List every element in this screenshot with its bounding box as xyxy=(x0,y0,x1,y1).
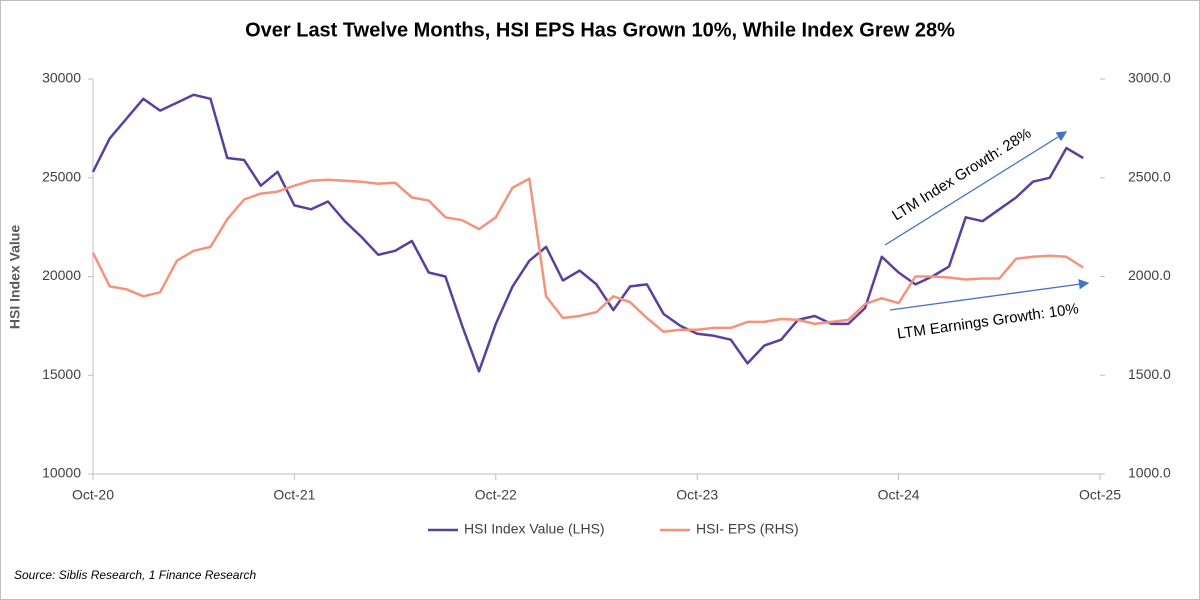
y2-tick-label: 1000.0 xyxy=(1128,465,1171,481)
series-line xyxy=(91,177,1084,334)
legend-label: HSI Index Value (LHS) xyxy=(464,521,605,537)
series-line xyxy=(91,93,1084,373)
source-note: Source: Siblis Research, 1 Finance Resea… xyxy=(14,568,256,582)
x-tick-label: Oct-25 xyxy=(1079,487,1121,503)
y-tick-label: 10000 xyxy=(42,465,81,481)
x-tick-label: Oct-20 xyxy=(72,487,114,503)
y-tick-label: 15000 xyxy=(42,366,81,382)
y-tick-label: 30000 xyxy=(42,70,81,86)
legend-label: HSI- EPS (RHS) xyxy=(696,521,799,537)
y2-tick-label: 2000.0 xyxy=(1128,267,1171,283)
x-tick-label: Oct-23 xyxy=(676,487,718,503)
chart-title: Over Last Twelve Months, HSI EPS Has Gro… xyxy=(245,19,955,41)
x-tick-label: Oct-24 xyxy=(878,487,920,503)
y2-tick-label: 2500.0 xyxy=(1128,168,1171,184)
x-tick-label: Oct-22 xyxy=(475,487,517,503)
y-tick-label: 25000 xyxy=(42,168,81,184)
y-tick-label: 20000 xyxy=(42,267,81,283)
x-tick-label: Oct-21 xyxy=(273,487,315,503)
y2-tick-label: 3000.0 xyxy=(1128,70,1171,86)
annotation-arrow xyxy=(884,131,1068,246)
y2-tick-label: 1500.0 xyxy=(1128,366,1171,382)
y-axis-label: HSI Index Value xyxy=(7,225,23,329)
annotation-arrow xyxy=(889,279,1090,311)
